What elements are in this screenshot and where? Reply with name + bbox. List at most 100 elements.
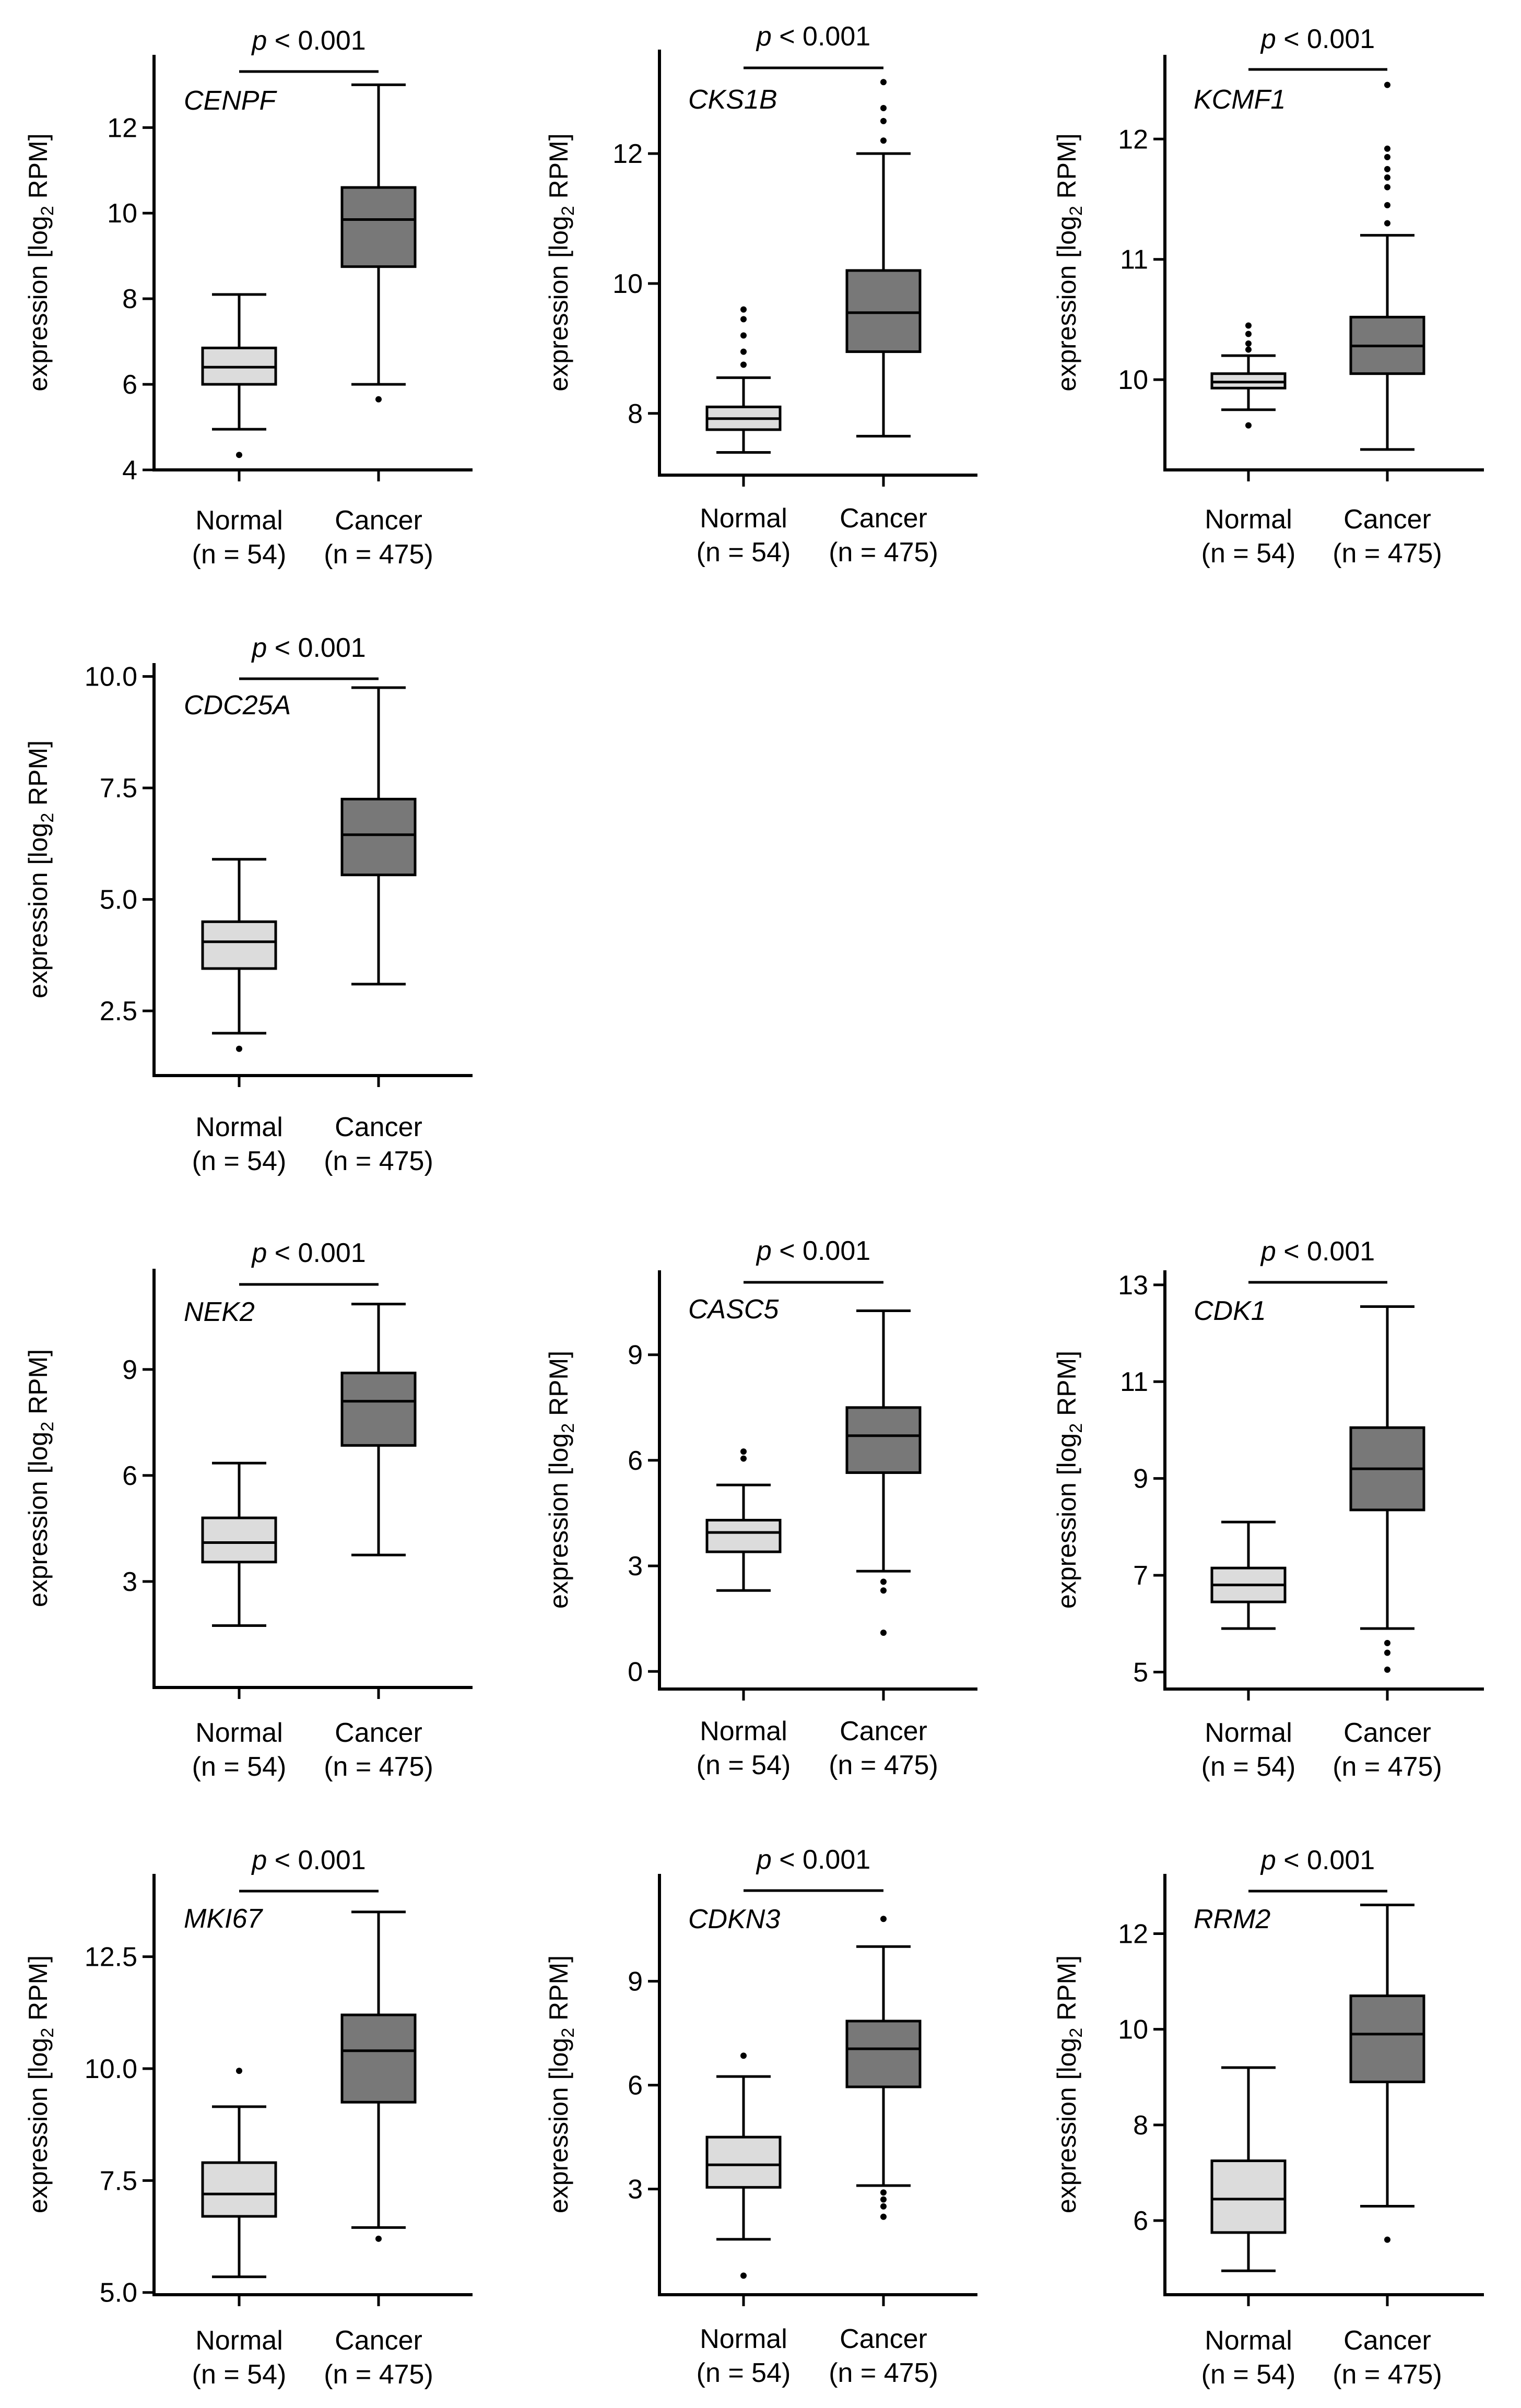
iqr-box [201,2161,277,2218]
y-axis-label: expression [log2 RPM] [1052,133,1086,391]
iqr-box [705,1519,782,1553]
category-count: (n = 475) [829,1750,938,1780]
y-tick-label: 12 [612,139,643,169]
p-value-text: < 0.001 [267,1238,365,1268]
y-tick-label: 4 [122,455,137,486]
outlier-point [740,1448,747,1455]
cancer-boxplot [1349,81,1425,451]
p-symbol: p [756,1845,772,1875]
outlier-point [880,2213,887,2220]
outlier-point [1384,1649,1390,1656]
p-value-label: p < 0.001 [251,633,365,663]
y-tick-label: 8 [628,399,643,429]
outlier-point [880,137,887,144]
p-value-label: p < 0.001 [1260,1236,1375,1267]
y-axis-label-subscript: 2 [1066,2028,1086,2038]
y-tick-label: 10.0 [85,662,137,692]
gene-name: CKS1B [688,85,777,115]
y-tick-label: 13 [1118,1270,1148,1301]
normal-boxplot [1210,2066,1287,2272]
iqr-box [1349,1994,1425,2083]
outlier-point [236,1045,242,1052]
normal-boxplot [705,2052,782,2279]
y-tick-label: 6 [122,1461,137,1491]
y-axis-label-unit: RPM] [23,1955,53,2028]
p-value-text: < 0.001 [772,21,870,52]
category-count: (n = 475) [324,539,433,570]
category-count: (n = 54) [192,1146,287,1176]
p-value-text: < 0.001 [267,26,365,56]
category-label: Normal [195,1718,283,1748]
y-tick-label: 2.5 [100,996,137,1026]
normal-boxplot [201,2068,277,2279]
outlier-point [740,1455,747,1462]
y-tick-label: 3 [628,1551,643,1581]
outlier-point [236,452,242,458]
category-label: Cancer [335,1112,422,1142]
y-tick-label: 7 [1133,1561,1148,1591]
outlier-point [880,1578,887,1585]
outlier-point [1245,340,1252,347]
category-count: (n = 475) [1333,1752,1442,1782]
p-value-label: p < 0.001 [756,1845,870,1875]
outlier-point [880,1587,887,1594]
y-axis-label-subscript: 2 [558,1423,578,1433]
y-axis-label: expression [log2 RPM] [544,133,578,391]
y-tick-label: 6 [628,2071,643,2101]
cancer-boxplot [845,79,922,438]
iqr-box [340,186,417,268]
category-count: (n = 475) [1333,538,1442,569]
outlier-point [740,316,747,323]
p-value-label: p < 0.001 [251,26,365,56]
outlier-point [1384,154,1390,160]
y-tick-label: 9 [628,1340,643,1371]
iqr-box [201,920,277,970]
category-label: Normal [700,503,787,534]
iqr-box [705,2135,782,2189]
iqr-box [201,1516,277,1564]
panel-kcmf1: 10 11 12 expression [log2 RPM] KCMF1 p < 0.00… [1052,24,1484,569]
outlier-point [1384,1639,1390,1646]
outlier-point [740,332,747,339]
p-value-label: p < 0.001 [756,21,870,52]
y-axis-label-unit: RPM] [1052,1351,1081,1423]
category-label: Cancer [335,2326,422,2356]
gene-name: CDK1 [1194,1296,1266,1326]
outlier-point [740,2272,747,2279]
cancer-boxplot [845,1309,922,1636]
cancer-boxplot [340,686,417,986]
normal-boxplot [201,858,277,1052]
y-axis-label-subscript: 2 [38,1422,57,1432]
gene-name: CENPF [184,86,277,116]
outlier-point [1245,322,1252,329]
iqr-box [845,1406,922,1474]
y-tick-label: 11 [1120,1367,1148,1397]
p-value-text: < 0.001 [1276,1236,1375,1267]
outlier-point [740,361,747,368]
iqr-box [845,2020,922,2088]
outlier-point [1384,2236,1390,2243]
category-label: Cancer [335,1718,422,1748]
p-symbol: p [251,633,267,663]
category-count: (n = 54) [192,2359,287,2390]
y-tick-label: 5.0 [100,885,137,915]
outlier-point [880,117,887,124]
normal-boxplot [201,293,277,458]
y-tick-label: 9 [628,1967,643,1997]
outlier-point [1384,166,1390,172]
p-symbol: p [1260,1845,1276,1875]
category-label: Cancer [840,1716,927,1746]
y-axis-label-text: expression [log [23,823,53,998]
y-tick-label: 10 [107,198,137,229]
y-axis-label-unit: RPM] [23,740,53,813]
y-tick-label: 6 [628,1446,643,1476]
p-symbol: p [1260,1236,1276,1267]
y-tick-label: 12 [1118,1919,1148,1949]
outlier-point [740,348,747,355]
y-axis-label-unit: RPM] [544,1351,573,1423]
y-tick-label: 9 [122,1355,137,1385]
outlier-point [375,396,382,403]
panel-cks1b: 8 10 12 expression [log2 RPM] CKS1B p < 0.001… [544,21,977,568]
category-count: (n = 475) [829,537,938,568]
p-symbol: p [251,1845,267,1875]
